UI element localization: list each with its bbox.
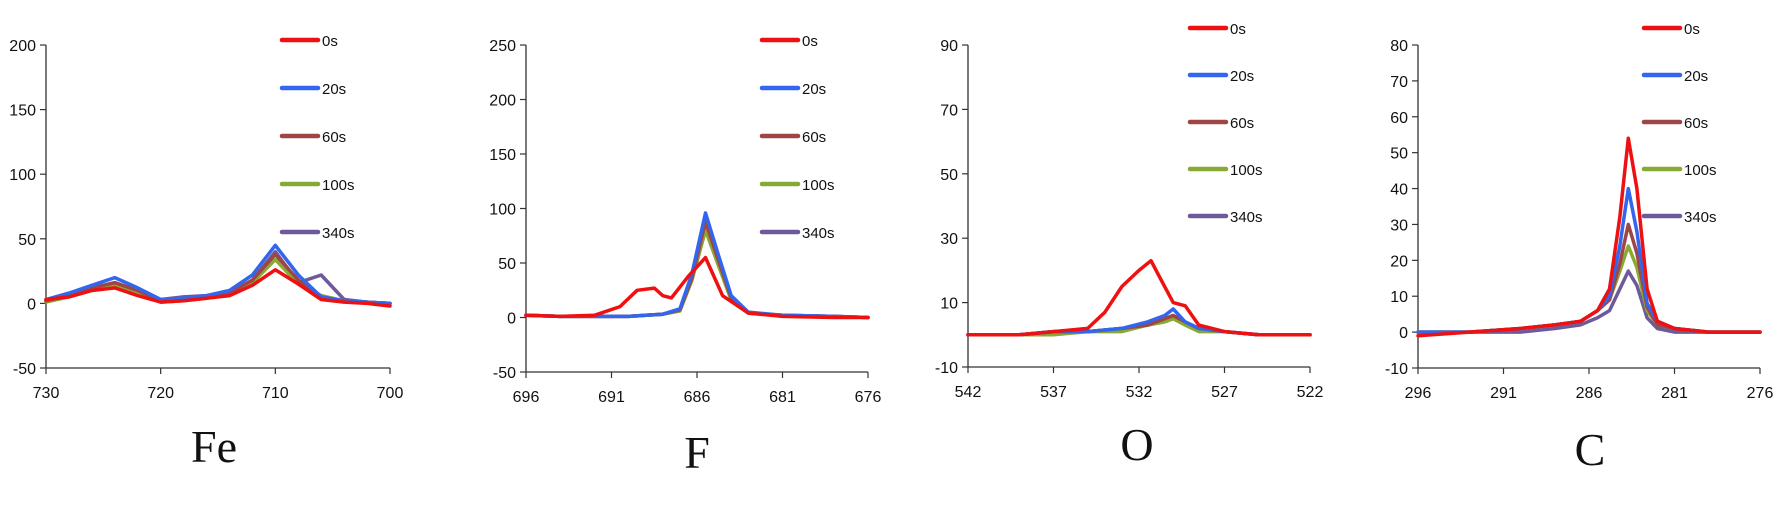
legend-label-0s: 0s xyxy=(322,33,338,50)
x-tick-label: 730 xyxy=(33,385,60,402)
legend-label-340s: 340s xyxy=(1684,209,1717,226)
legend-label-340s: 340s xyxy=(322,225,355,242)
legend-label-20s: 20s xyxy=(802,81,826,98)
x-tick-label: 291 xyxy=(1490,385,1517,402)
y-tick-label: -50 xyxy=(493,365,516,382)
series-line-340s xyxy=(1416,269,1762,334)
x-tick-label: 286 xyxy=(1576,385,1603,402)
y-tick-label: 100 xyxy=(489,202,516,219)
y-tick-label: 0 xyxy=(507,311,516,328)
series-line-0s xyxy=(1416,136,1762,338)
legend-label-0s: 0s xyxy=(802,33,818,50)
y-tick-label: 30 xyxy=(1390,217,1408,234)
x-tick-label: 686 xyxy=(684,389,711,406)
y-tick-label: 50 xyxy=(498,256,516,273)
chart-panel-fe: -50 0 50 100 150 200 730 720 710 700 0s 20s 60s 100s 3… xyxy=(9,33,403,472)
y-tick-label: 150 xyxy=(9,103,36,120)
y-tick-label: 20 xyxy=(1390,253,1408,270)
chart-panel-c: -10 0 10 20 30 40 50 60 70 80 296 291 286 281 276 0s 20s… xyxy=(1385,21,1774,475)
series-line-0s xyxy=(44,268,392,308)
x-tick-label: 276 xyxy=(1747,385,1774,402)
y-tick-label: -10 xyxy=(1385,361,1408,378)
y-tick-label: 150 xyxy=(489,147,516,164)
series-line-0s xyxy=(524,255,870,320)
legend-label-0s: 0s xyxy=(1230,21,1246,38)
y-tick-label: -10 xyxy=(935,360,958,377)
y-tick-label: 50 xyxy=(940,167,958,184)
y-tick-label: 40 xyxy=(1390,182,1408,199)
legend-label-340s: 340s xyxy=(1230,209,1263,226)
x-tick-label: 542 xyxy=(955,384,982,401)
x-tick-label: 527 xyxy=(1211,384,1238,401)
series-line-0s xyxy=(966,258,1312,337)
y-tick-label: 0 xyxy=(1399,325,1408,342)
series-line-20s xyxy=(44,243,392,306)
legend-label-60s: 60s xyxy=(1684,115,1708,132)
legend-label-60s: 60s xyxy=(802,129,826,146)
y-tick-label: 60 xyxy=(1390,110,1408,127)
x-tick-label: 681 xyxy=(769,389,796,406)
chart-panel-o: -10 10 30 50 70 90 542 537 532 527 522 0s 20s 60s 100s… xyxy=(935,21,1324,470)
legend-label-100s: 100s xyxy=(1684,162,1717,179)
series-line-20s xyxy=(966,307,1312,337)
x-tick-label: 522 xyxy=(1297,384,1324,401)
x-tick-label: 691 xyxy=(598,389,625,406)
legend-label-20s: 20s xyxy=(322,81,346,98)
legend-label-0s: 0s xyxy=(1684,21,1700,38)
x-tick-label: 281 xyxy=(1661,385,1688,402)
y-tick-label: 80 xyxy=(1390,38,1408,55)
chart-panel-f: -50 0 50 100 150 200 250 696 691 686 681 676 0s 20s 60… xyxy=(489,33,881,478)
x-tick-label: 532 xyxy=(1126,384,1153,401)
y-tick-label: 200 xyxy=(9,38,36,55)
legend-label-100s: 100s xyxy=(322,177,355,194)
chart-caption: C xyxy=(1575,424,1606,475)
y-tick-label: 250 xyxy=(489,38,516,55)
y-tick-label: -50 xyxy=(13,361,36,378)
legend-label-20s: 20s xyxy=(1684,68,1708,85)
y-tick-label: 10 xyxy=(1390,289,1408,306)
x-tick-label: 537 xyxy=(1040,384,1067,401)
chart-caption: O xyxy=(1120,419,1153,470)
y-tick-label: 100 xyxy=(9,167,36,184)
y-tick-label: 30 xyxy=(940,231,958,248)
x-tick-label: 700 xyxy=(377,385,404,402)
y-tick-label: 10 xyxy=(940,296,958,313)
series-line-100s xyxy=(1416,244,1762,334)
y-tick-label: 50 xyxy=(1390,146,1408,163)
x-tick-label: 710 xyxy=(262,385,289,402)
legend-label-60s: 60s xyxy=(1230,115,1254,132)
chart-caption: F xyxy=(684,427,710,478)
x-tick-label: 676 xyxy=(855,389,882,406)
x-tick-label: 696 xyxy=(513,389,540,406)
legend-label-100s: 100s xyxy=(802,177,835,194)
legend-label-340s: 340s xyxy=(802,225,835,242)
y-tick-label: 0 xyxy=(27,296,36,313)
legend-label-100s: 100s xyxy=(1230,162,1263,179)
y-tick-label: 50 xyxy=(18,232,36,249)
y-tick-label: 200 xyxy=(489,93,516,110)
x-tick-label: 720 xyxy=(147,385,174,402)
legend-label-60s: 60s xyxy=(322,129,346,146)
legend-label-20s: 20s xyxy=(1230,68,1254,85)
x-tick-label: 296 xyxy=(1405,385,1432,402)
chart-caption: Fe xyxy=(191,421,237,472)
y-tick-label: 90 xyxy=(940,38,958,55)
y-tick-label: 70 xyxy=(1390,74,1408,91)
y-tick-label: 70 xyxy=(940,102,958,119)
